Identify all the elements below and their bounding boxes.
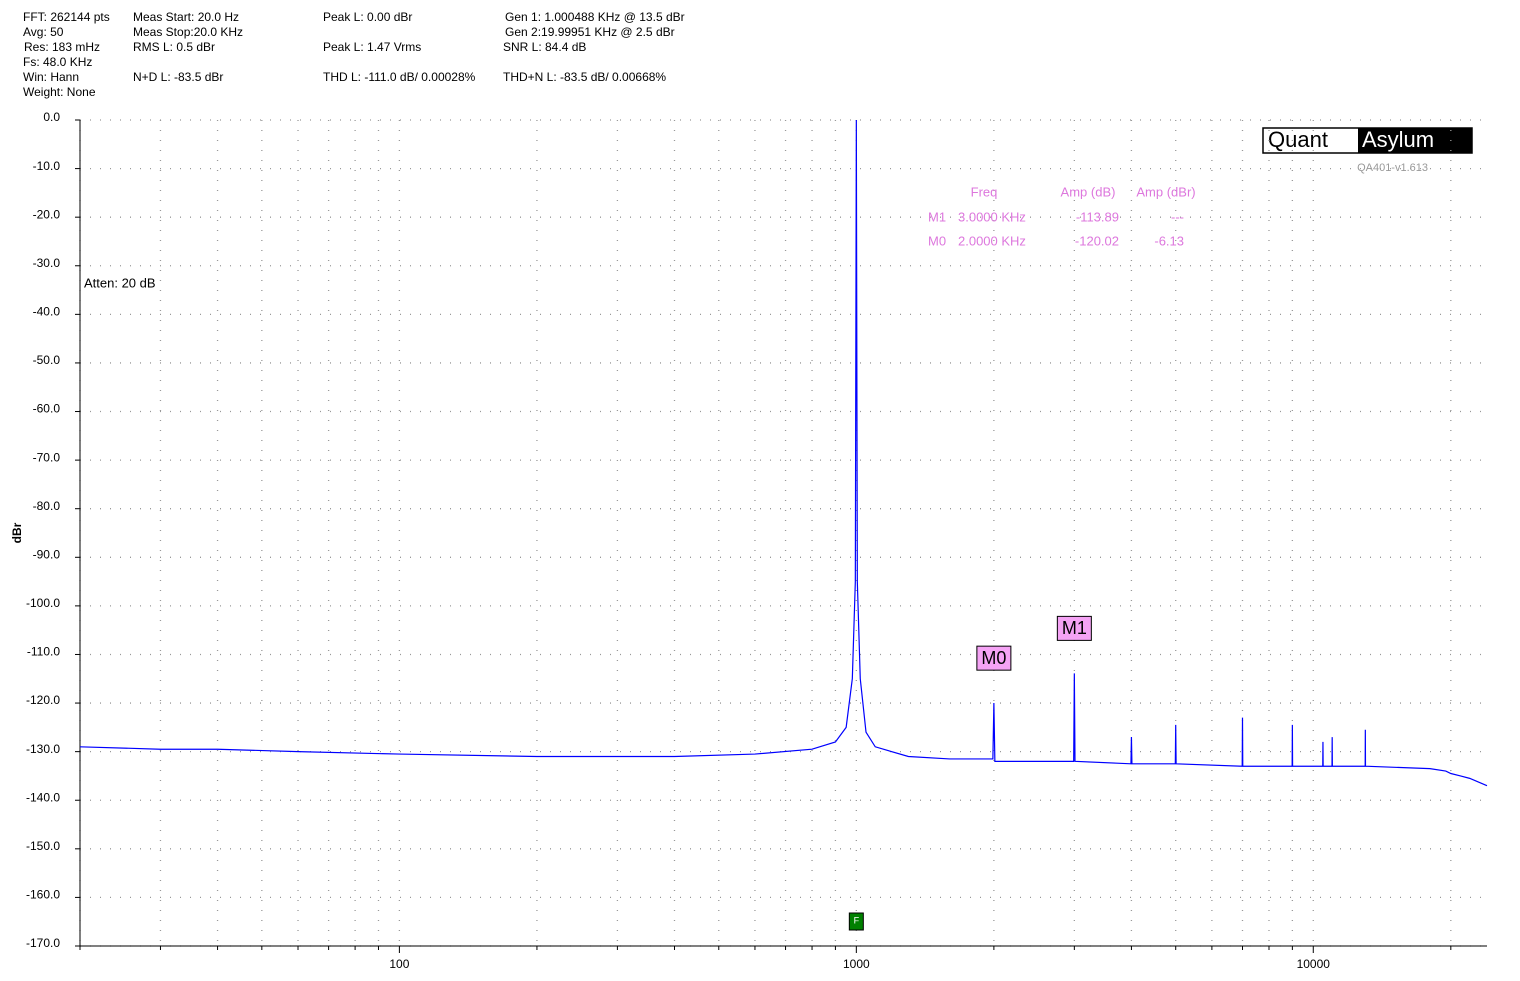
logo-dark <box>1358 128 1472 153</box>
marker-table-cell: -113.89 <box>1076 209 1119 224</box>
info-text: Gen 1: 1.000488 KHz @ 13.5 dBr <box>505 10 685 24</box>
info-text: Res: 183 mHz <box>24 40 100 54</box>
info-text: Weight: None <box>23 85 96 99</box>
y-tick-label: -150.0 <box>26 839 60 853</box>
y-tick-label: -70.0 <box>33 450 61 464</box>
info-text: N+D L: -83.5 dBr <box>133 70 223 84</box>
y-tick-label: -90.0 <box>33 547 61 561</box>
info-text: SNR L: 84.4 dB <box>503 40 586 54</box>
y-tick-label: -60.0 <box>33 402 61 416</box>
y-tick-label: -10.0 <box>33 159 61 173</box>
marker-table-cell: -120.02 <box>1075 233 1119 248</box>
y-tick-label: -80.0 <box>33 499 61 513</box>
marker-table-header: Freq <box>971 184 998 199</box>
y-tick-label: -170.0 <box>26 936 60 950</box>
marker-table-cell: M0 <box>928 233 946 248</box>
atten-label: Atten: 20 dB <box>84 275 156 290</box>
marker-table-cell: -6.13 <box>1154 233 1184 248</box>
marker-label: M0 <box>981 648 1006 668</box>
x-tick-label: 100 <box>389 957 409 971</box>
marker-table-cell: 3.0000 KHz <box>958 209 1026 224</box>
info-text: Meas Stop:20.0 KHz <box>133 25 243 39</box>
info-text: THD+N L: -83.5 dB/ 0.00668% <box>503 70 666 84</box>
marker-table-cell: --- <box>1171 209 1184 224</box>
info-text: FFT: 262144 pts <box>23 10 110 24</box>
marker-label: M1 <box>1062 618 1087 638</box>
info-text: Peak L: 1.47 Vrms <box>323 40 421 54</box>
marker-box <box>976 645 1012 671</box>
version: QA401-v1.613 <box>1357 162 1428 174</box>
y-tick-label: -20.0 <box>33 207 61 221</box>
info-text: Win: Hann <box>23 70 79 84</box>
x-tick-label: 1000 <box>843 957 870 971</box>
fundamental-marker <box>848 912 864 931</box>
marker-table-cell: M1 <box>928 209 946 224</box>
info-text: Peak L: 0.00 dBr <box>323 10 412 24</box>
y-tick-label: -160.0 <box>26 888 60 902</box>
logo-left: Quant <box>1268 127 1328 152</box>
marker-table-header: Amp (dBr) <box>1136 184 1195 199</box>
y-axis-label: dBr <box>10 522 24 543</box>
y-tick-label: -140.0 <box>26 790 60 804</box>
y-tick-label: -130.0 <box>26 742 60 756</box>
y-tick-label: -100.0 <box>26 596 60 610</box>
marker-table-header: Amp (dB) <box>1061 184 1116 199</box>
y-tick-label: -120.0 <box>26 693 60 707</box>
y-tick-label: -40.0 <box>33 305 61 319</box>
info-text: Fs: 48.0 KHz <box>23 55 92 69</box>
info-text: Gen 2:19.99951 KHz @ 2.5 dBr <box>505 25 675 39</box>
spectrum-line <box>79 119 1488 787</box>
fundamental-label: F <box>854 915 860 925</box>
logo-right: Asylum <box>1362 127 1434 152</box>
marker-box <box>1056 615 1092 641</box>
info-text: Meas Start: 20.0 Hz <box>133 10 239 24</box>
x-tick-label: 10000 <box>1297 957 1331 971</box>
info-text: Avg: 50 <box>23 25 64 39</box>
y-tick-label: -110.0 <box>27 645 60 659</box>
marker-table-cell: 2.0000 KHz <box>958 233 1026 248</box>
info-text: RMS L: 0.5 dBr <box>133 40 215 54</box>
info-text: THD L: -111.0 dB/ 0.00028% <box>323 70 476 84</box>
y-tick-label: -50.0 <box>33 353 61 367</box>
y-tick-label: -30.0 <box>33 256 61 270</box>
y-tick-label: 0.0 <box>43 110 60 124</box>
